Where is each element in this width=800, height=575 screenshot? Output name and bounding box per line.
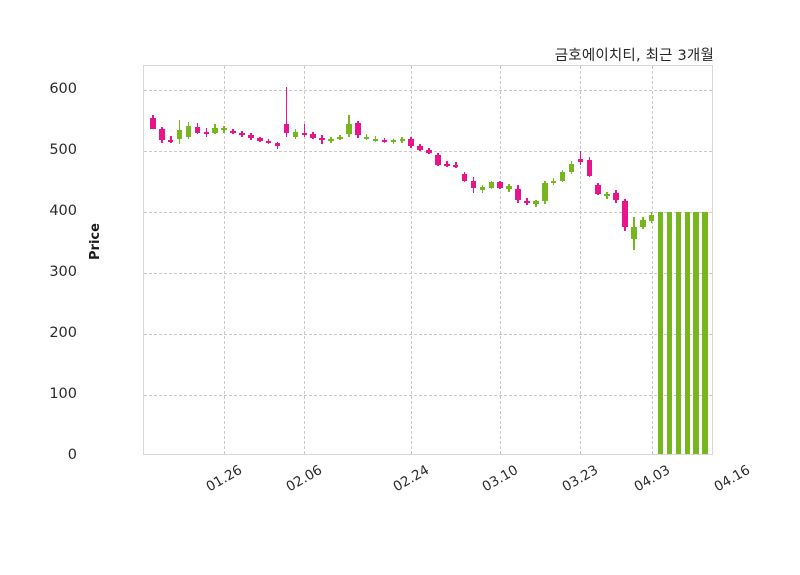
candle-body (176, 129, 183, 140)
gridline-horizontal (144, 395, 712, 397)
candle-wick (454, 162, 457, 168)
x-tick-label: 03.10 (479, 462, 522, 496)
plot-area (143, 65, 713, 455)
candle-body (274, 142, 281, 147)
candle-body (283, 123, 290, 134)
candle-body (506, 186, 512, 190)
gridline-horizontal (144, 212, 712, 214)
candle-body (559, 172, 566, 181)
candle-body (622, 201, 628, 227)
candle-body (479, 187, 486, 190)
candle-body (399, 138, 406, 141)
candle-body (372, 138, 379, 141)
candle-body (515, 189, 521, 201)
candle-body (203, 131, 210, 135)
gridline-vertical (304, 66, 306, 454)
candle-wick (535, 200, 537, 208)
candle-body (470, 180, 477, 188)
candle-body (426, 150, 432, 153)
candle-body (194, 126, 201, 134)
candle-body (631, 226, 637, 240)
candle-body (568, 163, 575, 173)
y-tick-label: 400 (49, 203, 77, 220)
candle-body (613, 192, 619, 201)
candle-body (248, 135, 254, 138)
candle-body (542, 183, 548, 202)
candle-body (497, 182, 503, 188)
candle-body (159, 129, 165, 141)
candle-body (461, 174, 468, 181)
candle-body (301, 133, 308, 136)
y-tick-label: 600 (49, 81, 77, 98)
candle-body (167, 139, 174, 142)
candle-wick (303, 123, 306, 137)
candle-body (452, 165, 459, 168)
candle-wick (169, 136, 172, 143)
y-tick-label: 200 (49, 325, 77, 342)
candle-body (648, 214, 655, 221)
x-tick-label: 02.06 (283, 462, 326, 496)
y-axis-label: Price (88, 223, 103, 260)
candle-body (604, 193, 610, 196)
gridline-vertical (411, 66, 413, 454)
x-tick-label: 01.26 (203, 462, 246, 496)
gridline-vertical (224, 66, 226, 454)
candle-body-full-range (666, 212, 673, 454)
candle-body (381, 140, 388, 143)
candle-body (417, 146, 423, 151)
candle-body (239, 133, 245, 136)
gridline-vertical (500, 66, 502, 454)
candle-body (639, 219, 646, 227)
y-tick-label: 0 (67, 447, 77, 463)
candle-body (444, 163, 450, 166)
candle-body (265, 140, 272, 143)
x-tick-label: 04.16 (711, 462, 753, 496)
candle-body (185, 125, 192, 137)
candle-body (586, 159, 593, 176)
candle-body (221, 128, 227, 131)
candle-body (310, 134, 316, 138)
candle-body (533, 201, 539, 204)
candle-wick (579, 151, 582, 165)
candle-body (488, 182, 495, 188)
candle-body (550, 180, 557, 183)
chart-title: 금호에이치티, 최근 3개월 (554, 48, 714, 64)
candle-body (595, 185, 601, 194)
candle-body (292, 131, 299, 137)
candle-body (354, 123, 361, 136)
candle-body (346, 123, 352, 135)
candle-body-full-range (675, 212, 682, 454)
y-tick-label: 500 (49, 142, 77, 159)
candle-body (408, 138, 414, 147)
candle-body-full-range (657, 212, 664, 454)
gridline-horizontal (144, 334, 712, 336)
candle-body (363, 136, 370, 139)
candle-body-full-range (693, 212, 699, 454)
plot-inner (144, 66, 712, 454)
candle-body (150, 118, 156, 130)
gridline-vertical (580, 66, 582, 454)
candle-body (257, 137, 263, 141)
gridline-horizontal (144, 90, 712, 92)
gridline-horizontal (144, 273, 712, 275)
candle-body (524, 201, 530, 204)
gridline-vertical (651, 66, 653, 454)
candle-body (577, 158, 584, 163)
candle-body (435, 154, 441, 165)
candle-body (390, 140, 397, 143)
candle-body (319, 137, 325, 141)
y-tick-label: 100 (49, 386, 77, 403)
candle-wick (285, 87, 288, 137)
candle-body (230, 131, 236, 134)
y-tick-label: 300 (49, 264, 77, 281)
candle-body (328, 139, 334, 142)
x-tick-label: 02.24 (390, 462, 433, 496)
candle-body (212, 128, 218, 134)
candle-body-full-range (684, 212, 691, 454)
candle-body (337, 137, 343, 140)
candle-body-full-range (702, 212, 708, 454)
